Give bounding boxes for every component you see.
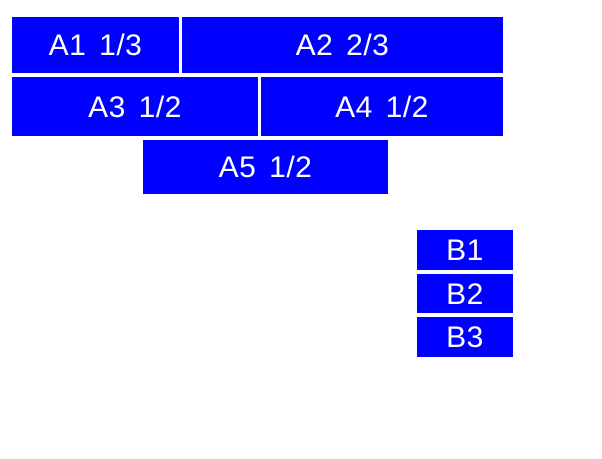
panel-b2: B2 (417, 274, 513, 313)
panel-a3: A3 1/2 (12, 77, 258, 136)
panel-label-a5: A5 1/2 (218, 151, 313, 184)
panel-label-b2: B2 (446, 277, 484, 311)
panel-b1: B1 (417, 230, 513, 270)
panel-a5: A5 1/2 (143, 140, 388, 194)
panel-a4: A4 1/2 (261, 77, 503, 136)
panel-label-a3: A3 1/2 (88, 90, 182, 124)
panel-a1: A1 1/3 (12, 17, 179, 73)
panel-label-a4: A4 1/2 (335, 90, 429, 124)
panel-label-b1: B1 (446, 234, 484, 267)
panel-label-a2: A2 2/3 (295, 29, 390, 62)
panel-label-b3: B3 (446, 321, 484, 354)
panel-b3: B3 (417, 317, 513, 357)
panel-a2: A2 2/3 (182, 17, 503, 73)
panel-label-a1: A1 1/3 (48, 29, 143, 62)
